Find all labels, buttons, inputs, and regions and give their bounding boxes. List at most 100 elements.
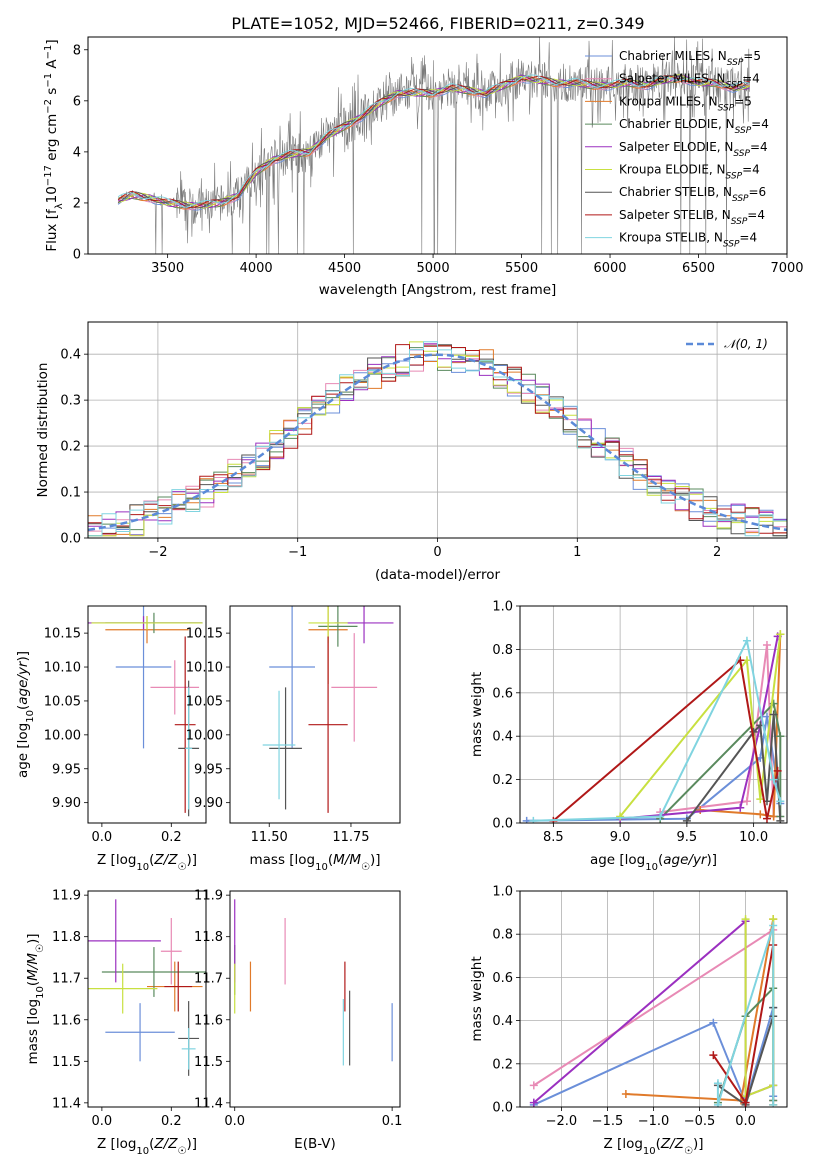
x-tick-label: 0.0 <box>92 830 113 845</box>
legend-entry: Chabrier STELIB, NSSP=6 <box>619 185 766 204</box>
label-part: ☉ <box>35 944 46 953</box>
legend-entry: Chabrier MILES, NSSP=5 <box>619 49 761 68</box>
plot-area-age_vs_Z <box>88 606 203 817</box>
weight-marker <box>773 766 782 775</box>
x-tick-label: −2.0 <box>546 1114 578 1129</box>
axes-frame <box>87 36 788 255</box>
x-axis-label: wavelength [Angstrom, rest frame] <box>319 282 557 298</box>
weight-marker <box>769 1100 778 1107</box>
x-tick-label: 6500 <box>682 261 715 276</box>
label-part: s <box>44 88 60 99</box>
y-tick-label: 0.0 <box>60 532 81 547</box>
label-part: ☉ <box>684 1146 693 1157</box>
legend-name: Salpeter STELIB, N <box>619 208 731 222</box>
weight-line <box>659 701 782 820</box>
x-axis-label: (data-model)/error <box>375 567 501 583</box>
label-part: Z/Z <box>660 1136 685 1152</box>
x-tick-label: 0.0 <box>92 1114 113 1129</box>
weight-marker <box>776 630 785 639</box>
axes-mass_weight_vs_age: 8.5 9.0 9.5 10.0 0.0 0.2 0.4 0.6 0.8 1.0 age [log1… <box>469 600 788 873</box>
weight-marker <box>656 812 665 821</box>
label-part: )] <box>15 651 31 662</box>
weight-marker <box>776 816 785 823</box>
y-tick-label: 11.9 <box>194 889 223 904</box>
axes-age_vs_mass: 11.50 11.75 9.90 9.95 10.00 10.05 10.10 10.15 ma… <box>186 605 401 873</box>
label-part: ( <box>15 705 31 710</box>
legend-name: Salpeter ELODIE, N <box>619 140 733 154</box>
y-tick-label: 0.4 <box>492 730 513 745</box>
legend-entry: Chabrier ELODIE, NSSP=4 <box>619 117 769 136</box>
legend-entry: Salpeter ELODIE, NSSP=4 <box>619 140 768 159</box>
label-part: −1 <box>43 73 54 88</box>
y-axis-label: mass [log10(M/M☉)] <box>25 933 46 1064</box>
x-tick-label: 0 <box>433 545 441 560</box>
weight-marker <box>742 797 751 806</box>
y-tick-label: 11.8 <box>52 930 81 945</box>
y-tick-label: 0.0 <box>492 1101 513 1116</box>
label-part: ( <box>656 1136 661 1152</box>
label-part: )] <box>693 1136 704 1152</box>
y-tick-label: 2 <box>73 196 81 211</box>
label-part: 10 <box>643 1146 656 1157</box>
legend-name: Kroupa MILES, N <box>619 94 718 108</box>
legend-name: Salpeter MILES, N <box>619 72 726 86</box>
label-part: λ <box>54 203 65 209</box>
axes-mass_vs_ebv: 0.0 0.1 11.4 11.5 11.6 11.7 11.8 11.9 E(B-V) <box>194 889 402 1152</box>
y-tick-label: 0.8 <box>492 643 513 658</box>
x-axis-label: Z [log10(Z/Z☉)] <box>97 1136 197 1157</box>
axes-spectrum: 3500 4000 4500 5000 5500 6000 6500 7000 0 2 4 6 8 wav… <box>43 36 804 298</box>
axes-frame <box>519 605 788 824</box>
x-tick-label: 4000 <box>240 261 273 276</box>
axes-frame <box>519 890 788 1108</box>
y-tick-label: 0.4 <box>60 348 81 363</box>
histogram-step <box>88 341 787 537</box>
model-spectrum-line <box>117 74 750 209</box>
weight-line <box>686 714 782 822</box>
label-part: age/yr <box>15 660 31 705</box>
y-tick-label: 11.7 <box>52 972 81 987</box>
label-part: Flux [f <box>44 208 60 252</box>
weight-line <box>660 644 775 817</box>
plot-area-mass_vs_ebv <box>234 899 393 1066</box>
y-tick-label: 0.6 <box>492 686 513 701</box>
x-tick-label: 4500 <box>328 261 361 276</box>
y-tick-label: 10.15 <box>186 627 223 642</box>
label-part: −2 <box>43 99 54 114</box>
legend-name: Kroupa STELIB, N <box>619 231 723 245</box>
x-tick-label: 11.50 <box>251 830 288 845</box>
weight-marker <box>529 1081 538 1090</box>
label-part: ( <box>328 852 333 868</box>
x-tick-label: 0.0 <box>735 1114 756 1129</box>
axes-frame <box>229 890 401 1108</box>
axes-frame <box>229 605 401 824</box>
legend-nssp: =4 <box>750 140 768 154</box>
x-tick-label: 9.5 <box>677 830 698 845</box>
x-tick-label: 3500 <box>151 261 184 276</box>
legend-entry: Kroupa STELIB, NSSP=4 <box>619 231 757 250</box>
weight-marker <box>696 805 705 814</box>
weight-marker <box>776 732 785 741</box>
y-tick-label: 1.0 <box>492 885 513 900</box>
label-part: 10 <box>136 1146 149 1157</box>
plot-area-age_vs_mass <box>262 606 394 813</box>
label-part: −1 <box>43 45 54 60</box>
x-axis-label: E(B-V) <box>294 1136 336 1152</box>
label-part: −17 <box>43 165 54 186</box>
label-part: Z/Z <box>153 1136 178 1152</box>
axes-mass_weight_vs_Z: −2.0 −1.5 −1.0 −0.5 0.0 0.0 0.2 0.4 0.6 0.8 1.0 Z [… <box>469 885 788 1157</box>
x-tick-label: 6000 <box>593 261 626 276</box>
y-tick-label: 0.3 <box>60 394 81 409</box>
axes-frame <box>87 321 788 539</box>
y-tick-label: 0.6 <box>492 971 513 986</box>
y-tick-label: 10.05 <box>44 694 81 709</box>
weight-marker <box>713 1079 722 1088</box>
axes-frame <box>87 605 207 824</box>
legend-sub: SSP <box>731 217 748 227</box>
legend-sub: SSP <box>723 240 740 250</box>
y-tick-label: 0.0 <box>492 817 513 832</box>
legend-nssp: =4 <box>739 231 757 245</box>
weight-marker <box>709 1018 718 1027</box>
weight-line <box>716 925 775 1106</box>
x-tick-label: −2 <box>148 545 167 560</box>
y-tick-label: 11.5 <box>52 1055 81 1070</box>
